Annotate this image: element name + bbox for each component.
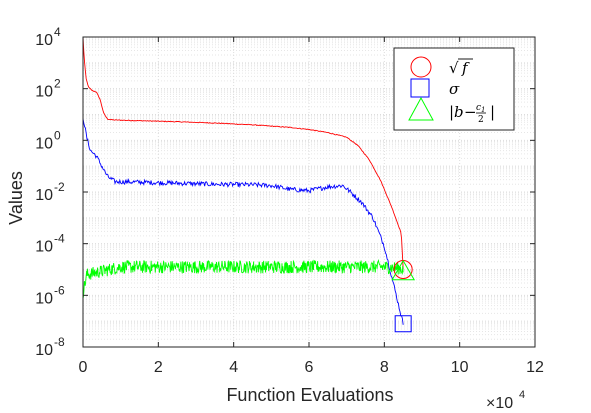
y-tick-label-exponent: -6 — [54, 283, 65, 297]
x-multiplier: ×10 4 — [486, 389, 525, 412]
legend-sqrt-f-label: f — [461, 59, 470, 77]
legend-marker-square — [410, 78, 430, 98]
y-tick-label-base: 10 — [35, 187, 53, 204]
y-tick-label-base: 10 — [35, 290, 53, 307]
legend-marker-triangle — [408, 96, 434, 121]
y-tick-label: 10 -4 — [35, 232, 65, 256]
legend: √ f σ | b − c1 2 | — [393, 47, 515, 131]
y-tick-label-base: 10 — [35, 135, 53, 152]
legend-marker-circle — [410, 56, 432, 78]
y-tick-label-exponent: 2 — [54, 77, 61, 91]
y-tick-label-exponent: -8 — [54, 335, 65, 349]
y-tick-label-base: 10 — [35, 239, 53, 256]
legend-b-letter: b — [454, 103, 464, 121]
y-tick-label-exponent: -2 — [54, 180, 65, 194]
x-tick-label: 8 — [380, 359, 389, 376]
y-tick-label-base: 10 — [35, 84, 53, 101]
final-point-marker — [394, 315, 412, 333]
legend-b-minus: − — [464, 103, 477, 121]
x-tick-label: 2 — [154, 359, 163, 376]
x-multiplier-base: ×10 — [486, 395, 513, 412]
y-tick-label: 10 0 — [35, 128, 61, 152]
x-tick-label: 12 — [526, 359, 544, 376]
x-tick-label: 6 — [305, 359, 314, 376]
y-tick-label: 10 2 — [35, 77, 61, 101]
series-line — [82, 118, 404, 325]
legend-box — [393, 47, 515, 131]
y-tick-label-exponent: -4 — [54, 232, 65, 246]
x-tick-label: 4 — [229, 359, 238, 376]
x-tick-label: 0 — [79, 359, 88, 376]
y-tick-label: 10 4 — [35, 25, 61, 49]
legend-entry-sqrt-f: √ f — [449, 58, 473, 77]
y-tick-label-base: 10 — [35, 32, 53, 49]
y-tick-label: 10 -2 — [35, 180, 65, 204]
y-tick-label: 10 -6 — [35, 283, 65, 307]
series-layer — [82, 36, 416, 333]
y-tick-label-exponent: 4 — [54, 25, 61, 39]
legend-b-frac-den: 2 — [478, 115, 484, 125]
y-tick-label-base: 10 — [35, 342, 53, 359]
y-tick-label-exponent: 0 — [54, 128, 61, 142]
legend-sigma-label: σ — [449, 80, 460, 98]
legend-entry-b: | b − c1 2 | — [449, 103, 495, 125]
series-line — [82, 258, 404, 299]
ticks — [82, 36, 536, 348]
series-line — [82, 36, 404, 270]
y-tick-label: 10 -8 — [35, 335, 65, 359]
legend-b-bar-left: | — [449, 103, 454, 121]
legend-b-frac-num: c1 — [476, 103, 486, 114]
legend-sqrt-symbol: √ — [449, 59, 459, 77]
x-multiplier-exponent: 4 — [519, 389, 525, 401]
y-axis-label: Values — [6, 171, 26, 225]
x-axis-label: Function Evaluations — [226, 385, 393, 405]
legend-b-bar-right: | — [490, 103, 495, 121]
x-tick-label: 10 — [451, 359, 469, 376]
x-tick-labels: 0 2 4 6 8 10 12 — [79, 359, 544, 376]
final-point-marker — [391, 259, 416, 281]
